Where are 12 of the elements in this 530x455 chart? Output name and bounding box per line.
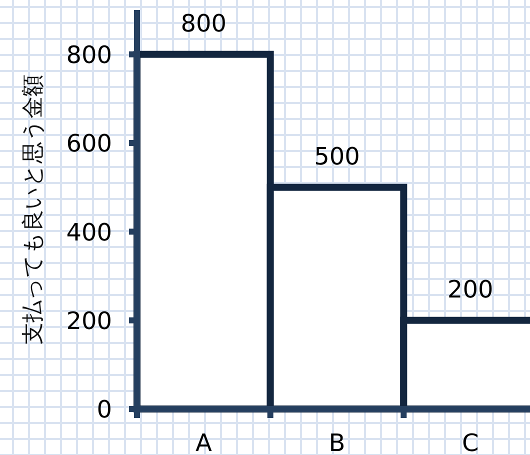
y-tick-label: 200: [66, 306, 112, 335]
data-label: 800: [180, 9, 227, 38]
y-tick-label: 400: [66, 218, 112, 246]
y-tick-label: 0: [96, 396, 112, 424]
x-tick-label: B: [328, 429, 346, 455]
data-label: 500: [314, 142, 360, 170]
y-axis-title: 支払っても良いと思う金額: [21, 74, 46, 344]
x-tick-label: A: [195, 429, 212, 455]
y-tick-label: 600: [66, 130, 112, 158]
x-tick-label: C: [462, 429, 479, 455]
y-tick-label: 800: [66, 40, 112, 69]
data-label: 200: [447, 275, 494, 304]
